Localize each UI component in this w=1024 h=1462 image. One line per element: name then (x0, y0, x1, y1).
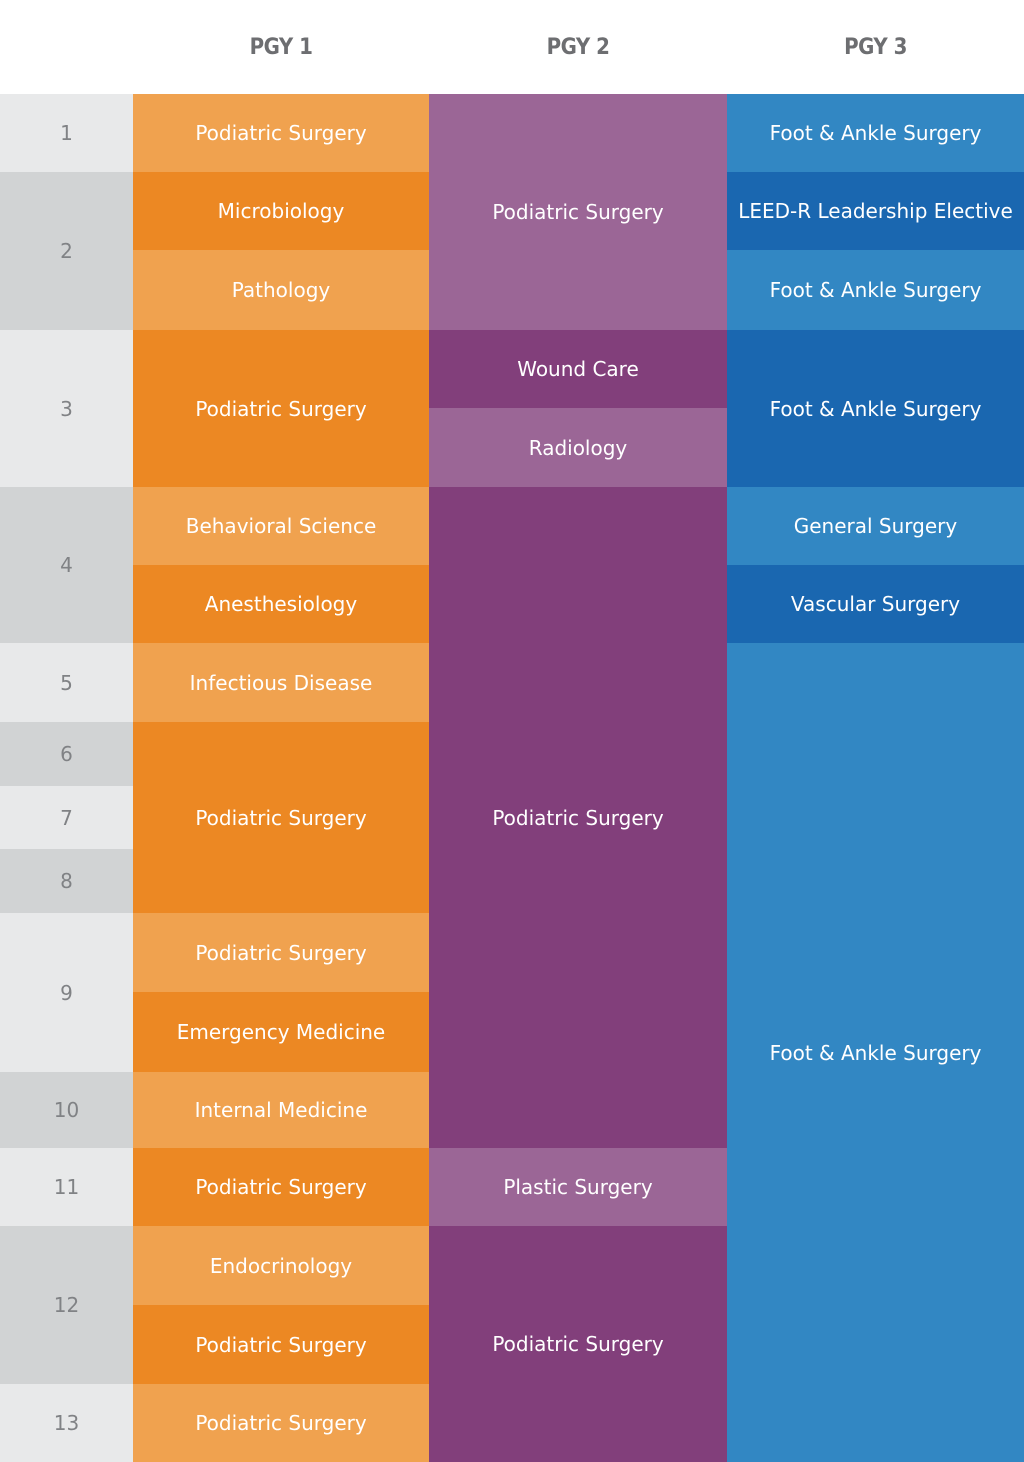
pgy1-rotation: Podiatric Surgery (133, 94, 429, 172)
block-number-13: 13 (0, 1384, 133, 1462)
block-number-8: 8 (0, 849, 133, 913)
block-number-12: 12 (0, 1226, 133, 1384)
header-pgy3: PGY 3 (844, 34, 907, 60)
pgy2-rotation: Podiatric Surgery (429, 1226, 727, 1462)
pgy3-rotation: Foot & Ankle Surgery (727, 94, 1024, 172)
block-number-4: 4 (0, 487, 133, 643)
pgy3-rotation: Vascular Surgery (727, 565, 1024, 643)
pgy3-rotation: General Surgery (727, 487, 1024, 565)
pgy1-rotation: Podiatric Surgery (133, 330, 429, 487)
block-number-7: 7 (0, 786, 133, 849)
block-number-2: 2 (0, 172, 133, 330)
pgy1-rotation: Pathology (133, 250, 429, 330)
pgy3-rotation: Foot & Ankle Surgery (727, 643, 1024, 1462)
pgy3-rotation: LEED-R Leadership Elective (727, 172, 1024, 250)
pgy1-rotation: Anesthesiology (133, 565, 429, 643)
header-pgy1: PGY 1 (249, 34, 313, 60)
pgy1-rotation: Podiatric Surgery (133, 722, 429, 913)
block-number-9: 9 (0, 913, 133, 1072)
pgy1-rotation: Endocrinology (133, 1226, 429, 1305)
pgy2-rotation: Podiatric Surgery (429, 487, 727, 1148)
pgy3-rotation: Foot & Ankle Surgery (727, 330, 1024, 487)
pgy1-rotation: Podiatric Surgery (133, 913, 429, 992)
pgy2-rotation: Plastic Surgery (429, 1148, 727, 1226)
pgy1-rotation: Microbiology (133, 172, 429, 250)
pgy3-rotation: Foot & Ankle Surgery (727, 250, 1024, 330)
pgy2-rotation: Radiology (429, 408, 727, 487)
pgy1-rotation: Podiatric Surgery (133, 1148, 429, 1226)
pgy1-rotation: Podiatric Surgery (133, 1384, 429, 1462)
header-pgy2: PGY 2 (546, 34, 610, 60)
pgy1-rotation: Internal Medicine (133, 1072, 429, 1148)
pgy2-rotation: Podiatric Surgery (429, 94, 727, 330)
pgy1-rotation: Behavioral Science (133, 487, 429, 565)
block-number-1: 1 (0, 94, 133, 172)
block-number-11: 11 (0, 1148, 133, 1226)
block-number-3: 3 (0, 330, 133, 487)
pgy1-rotation: Infectious Disease (133, 643, 429, 722)
block-number-5: 5 (0, 643, 133, 722)
pgy2-rotation: Wound Care (429, 330, 727, 408)
block-number-6: 6 (0, 722, 133, 786)
pgy1-rotation: Podiatric Surgery (133, 1305, 429, 1384)
pgy1-rotation: Emergency Medicine (133, 992, 429, 1072)
block-number-10: 10 (0, 1072, 133, 1148)
